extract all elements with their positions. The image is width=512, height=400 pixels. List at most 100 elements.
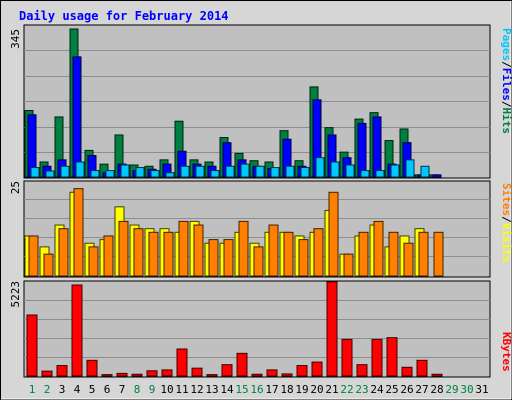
bar-kbytes-day-8 [131,373,143,377]
series-labels-panel-3: KBytes [500,332,512,372]
x-tick-label-day-30: 30 [460,383,473,396]
bar-kbytes-day-25 [386,337,398,377]
bar-files-day-24 [372,116,382,178]
series-label-2-0: KBytes [500,332,512,372]
bar-pages-day-22 [345,164,355,178]
bar-pages-day-14 [225,165,235,178]
bar-sites-day-21 [328,191,339,277]
bar-sites-day-2 [43,253,54,277]
bar-kbytes-day-6 [101,374,113,377]
bar-sites-day-1 [28,235,39,277]
bar-kbytes-day-19 [296,365,308,377]
bar-pages-day-20 [315,157,325,178]
x-tick-label-day-3: 3 [59,383,66,396]
bar-kbytes-day-10 [161,369,173,377]
bar-sites-day-3 [58,228,69,277]
panel-kbytes [23,280,491,378]
x-tick-label-day-25: 25 [385,383,398,396]
x-tick-label-day-8: 8 [134,383,141,396]
x-tick-label-day-15: 15 [235,383,248,396]
bar-kbytes-day-17 [266,369,278,377]
bar-pages-day-27 [420,165,430,178]
series-labels-panel-2: Sites/Visits [500,183,512,263]
series-label-1-1: / [500,216,512,223]
ymax-label-panel-2: 25 [9,181,22,194]
bar-pages-day-23 [360,170,370,178]
bar-kbytes-day-11 [176,348,188,377]
series-labels-panel-1: Pages/Files/Hits [500,28,512,134]
x-axis-labels: 1 2 3 4 5 6 7 8 9 10 11 12 13 14 15 16 17 18 19 20 21 22 23 24 2… [29,383,489,396]
x-tick-label-day-28: 28 [430,383,443,396]
bar-pages-day-1 [30,167,40,178]
bar-sites-day-15 [238,220,249,277]
series-label-0-2: Files [500,68,512,101]
ymax-label-panel-1: 345 [9,29,22,49]
bar-pages-day-6 [105,170,115,178]
bar-pages-day-7 [120,164,130,178]
x-tick-label-day-12: 12 [190,383,203,396]
bar-kbytes-day-18 [281,373,293,377]
x-tick-label-day-24: 24 [370,383,384,396]
bar-kbytes-day-7 [116,372,128,377]
bar-sites-day-10 [163,231,174,277]
x-tick-label-day-1: 1 [29,383,36,396]
bar-kbytes-day-13 [206,374,218,377]
series-label-1-0: Sites [500,183,512,216]
bar-sites-day-25 [388,231,399,277]
bar-pages-day-8 [135,167,145,178]
bar-sites-day-27 [418,231,429,277]
bar-pages-day-19 [300,167,310,178]
bar-sites-day-11 [178,220,189,277]
gridlines-panel-3 [24,300,490,358]
series-label-0-0: Pages [500,28,512,61]
bar-kbytes-day-28 [431,373,443,377]
x-tick-label-day-18: 18 [280,383,293,396]
bar-sites-day-8 [133,228,144,277]
bar-pages-day-26 [405,159,415,178]
bar-kbytes-day-16 [251,373,263,377]
bar-kbytes-day-15 [236,352,248,377]
bar-pages-day-4 [75,161,85,178]
bar-kbytes-day-4 [71,284,83,377]
x-tick-label-day-10: 10 [160,383,173,396]
bars-kbytes [26,281,443,377]
bar-kbytes-day-20 [311,361,323,377]
bar-kbytes-day-2 [41,370,53,377]
x-tick-label-day-13: 13 [205,383,218,396]
bar-kbytes-day-21 [326,281,338,377]
bar-kbytes-day-3 [56,365,68,377]
series-label-0-1: / [500,61,512,68]
bar-pages-day-24 [375,170,385,178]
bar-kbytes-day-9 [146,370,158,377]
x-tick-label-day-31: 31 [475,383,488,396]
bar-pages-day-11 [180,165,190,178]
bar-kbytes-day-12 [191,367,203,377]
bar-sites-day-28 [433,231,444,277]
bar-pages-day-21 [330,161,340,178]
x-tick-label-day-11: 11 [175,383,188,396]
bar-pages-day-2 [45,170,55,178]
bar-pages-day-9 [150,170,160,178]
bar-sites-day-20 [313,228,324,277]
bar-pages-day-5 [90,170,100,178]
bar-kbytes-day-23 [356,364,368,377]
x-tick-label-day-20: 20 [310,383,323,396]
x-tick-label-day-2: 2 [44,383,51,396]
bar-pages-day-10 [165,172,175,178]
bar-kbytes-day-5 [86,359,98,377]
x-tick-label-day-17: 17 [265,383,278,396]
bar-files-day-28 [432,174,442,178]
bars-hits-files-pages [24,28,442,178]
bar-files-day-4 [72,56,82,178]
bar-sites-day-6 [103,235,114,277]
bar-sites-day-13 [208,239,219,277]
bar-pages-day-16 [255,165,265,178]
x-tick-label-day-14: 14 [220,383,234,396]
bar-sites-day-23 [358,231,369,277]
bar-kbytes-day-14 [221,364,233,377]
bar-sites-day-12 [193,224,204,277]
bars-visits-sites [24,188,444,277]
x-tick-label-day-5: 5 [89,383,96,396]
x-tick-label-day-9: 9 [149,383,156,396]
